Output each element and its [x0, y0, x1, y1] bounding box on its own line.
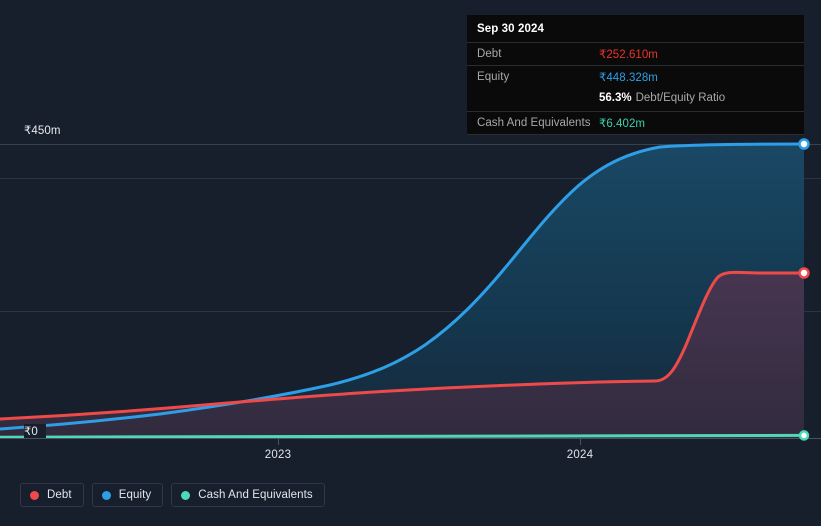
tooltip-label-cash: Cash And Equivalents [477, 117, 591, 129]
cash-line [0, 433, 806, 439]
legend-label-cash: Cash And Equivalents [198, 489, 313, 501]
tooltip-value-cash: ₹6.402m [599, 118, 646, 130]
legend-item-cash[interactable]: Cash And Equivalents [171, 483, 325, 507]
y-axis-label-top: ₹450m [24, 123, 67, 137]
x-axis-label-2024: 2024 [566, 449, 594, 461]
equity-area [0, 144, 804, 438]
chart-legend: Debt Equity Cash And Equivalents [20, 483, 325, 507]
tooltip-label-equity: Equity [477, 71, 510, 83]
x-axis-ticks [278, 439, 581, 445]
legend-dot-equity [101, 490, 111, 500]
x-axis-label-2023: 2023 [264, 449, 292, 461]
debt-endpoint-marker [798, 267, 810, 279]
cash-endpoint-marker [798, 430, 810, 441]
legend-item-debt[interactable]: Debt [20, 483, 84, 507]
legend-label-equity: Equity [118, 489, 152, 501]
chart-tooltip: Sep 30 2024 Debt ₹252.610m Equity ₹448.3… [467, 15, 804, 135]
tooltip-ratio-caption: Debt/Equity Ratio [635, 92, 726, 104]
legend-item-equity[interactable]: Equity [91, 483, 164, 507]
tooltip-ratio-group: 56.3% Debt/Equity Ratio [599, 88, 725, 106]
tooltip-value-equity: ₹448.328m [599, 72, 658, 84]
equity-line [0, 142, 806, 431]
y-axis-label-zero: ₹0 [24, 424, 46, 438]
tooltip-row-equity: Equity ₹448.328m [467, 65, 804, 88]
legend-dot-debt [30, 490, 39, 500]
equity-endpoint-marker [798, 138, 810, 150]
tooltip-value-debt: ₹252.610m [599, 49, 658, 61]
legend-label-debt: Debt [47, 489, 72, 501]
tooltip-label-debt: Debt [477, 48, 502, 60]
tooltip-row-ratio: 56.3% Debt/Equity Ratio [467, 88, 804, 111]
tooltip-row-cash: Cash And Equivalents ₹6.402m [467, 111, 804, 135]
legend-dot-cash [181, 490, 191, 500]
debt-line [0, 270, 806, 421]
debt-area [0, 272, 804, 438]
tooltip-ratio-percent: 56.3% [599, 92, 632, 104]
tooltip-date: Sep 30 2024 [477, 23, 544, 35]
series-endpoint-markers [798, 138, 810, 441]
tooltip-row-debt: Debt ₹252.610m [467, 42, 804, 65]
